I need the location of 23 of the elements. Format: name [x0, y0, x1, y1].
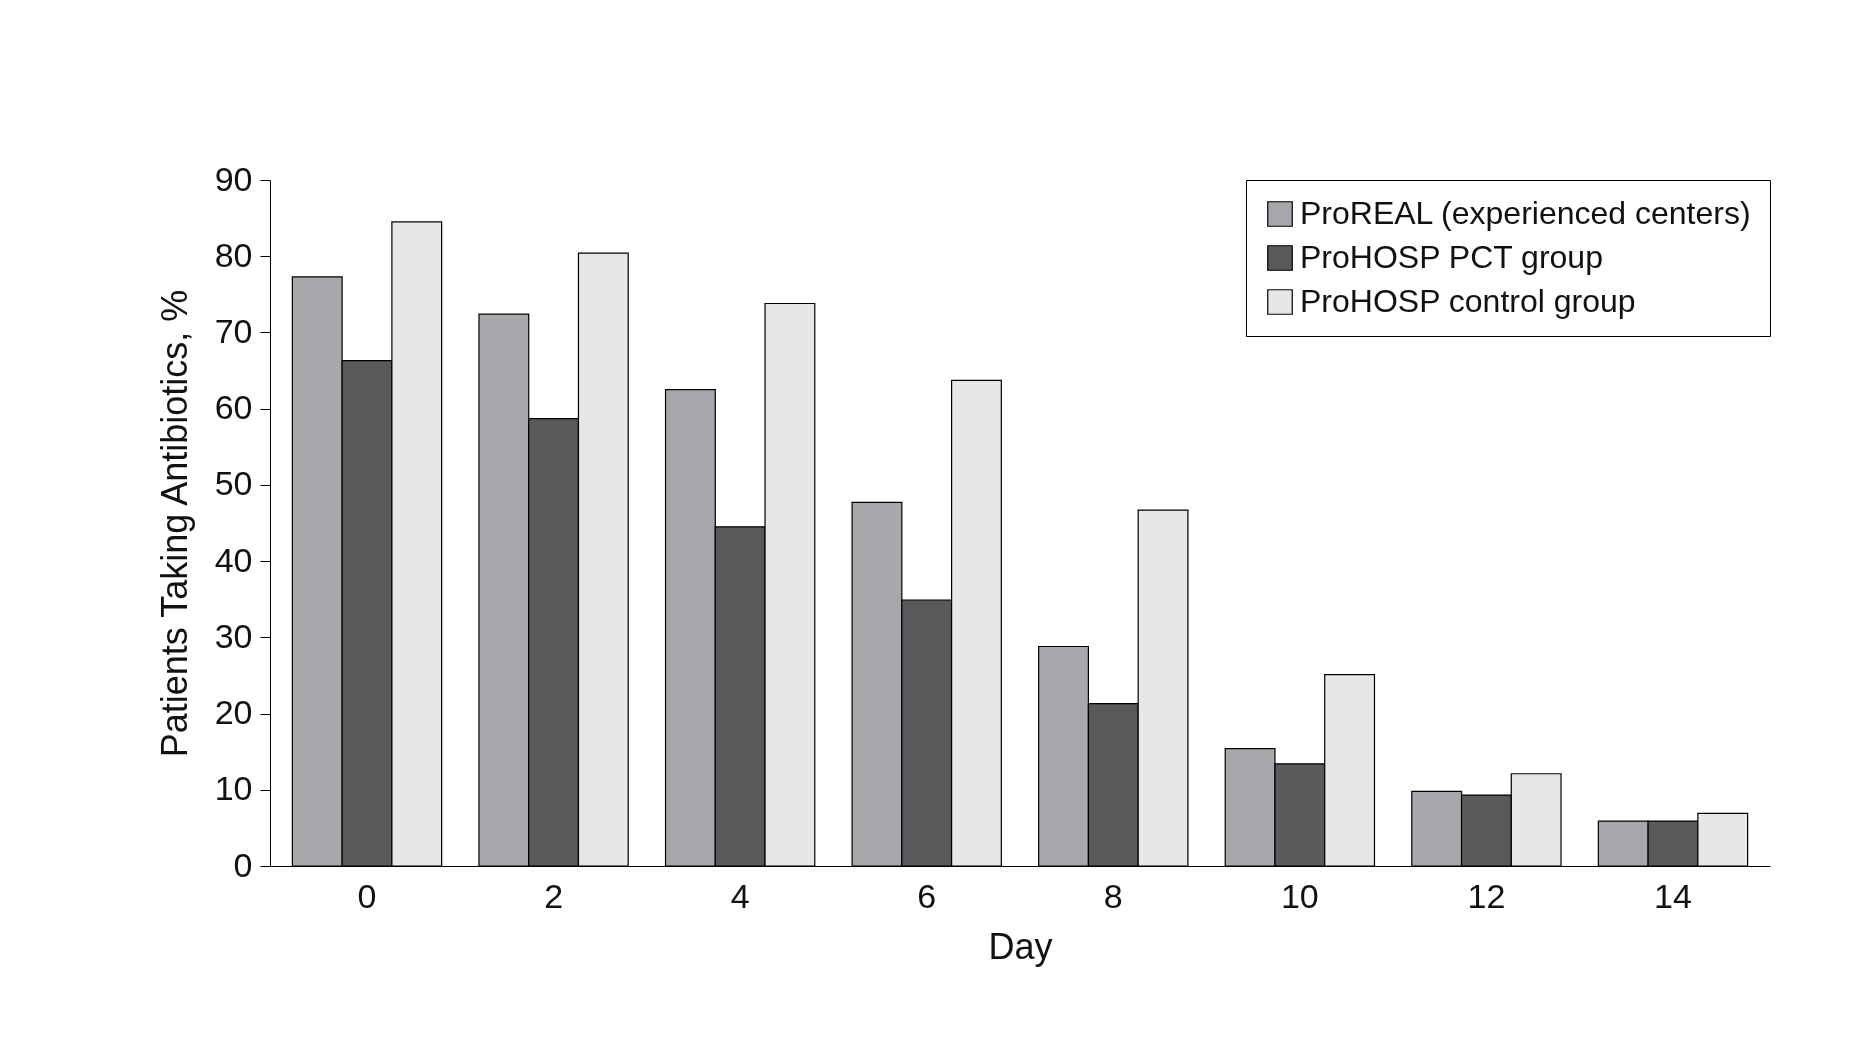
- x-tick-label: 6: [917, 876, 937, 915]
- y-tick-label: 80: [214, 235, 253, 274]
- x-tick-label: 12: [1467, 876, 1506, 915]
- y-tick-label: 30: [214, 616, 253, 655]
- x-tick-label: 4: [730, 876, 750, 915]
- x-axis-title: Day: [988, 925, 1053, 967]
- x-tick-label: 8: [1103, 876, 1123, 915]
- y-tick-label: 50: [214, 464, 253, 503]
- x-tick-label: 0: [357, 876, 377, 915]
- y-axis-title: Patients Taking Antibiotics, %: [153, 289, 195, 758]
- legend-label: ProHOSP control group: [1300, 283, 1636, 319]
- y-tick-label: 0: [233, 845, 253, 884]
- y-tick-label: 60: [214, 388, 253, 427]
- legend-label: ProREAL (experienced centers): [1300, 195, 1751, 231]
- y-tick-label: 70: [214, 311, 253, 350]
- y-tick-label: 10: [214, 769, 253, 808]
- y-tick-label: 20: [214, 693, 253, 732]
- x-tick-label: 14: [1654, 876, 1692, 915]
- x-tick-label: 10: [1280, 876, 1319, 915]
- y-tick-label: 40: [214, 540, 253, 579]
- y-tick-label: 90: [214, 159, 253, 198]
- legend-label: ProHOSP PCT group: [1300, 239, 1603, 275]
- x-tick-label: 2: [544, 876, 564, 915]
